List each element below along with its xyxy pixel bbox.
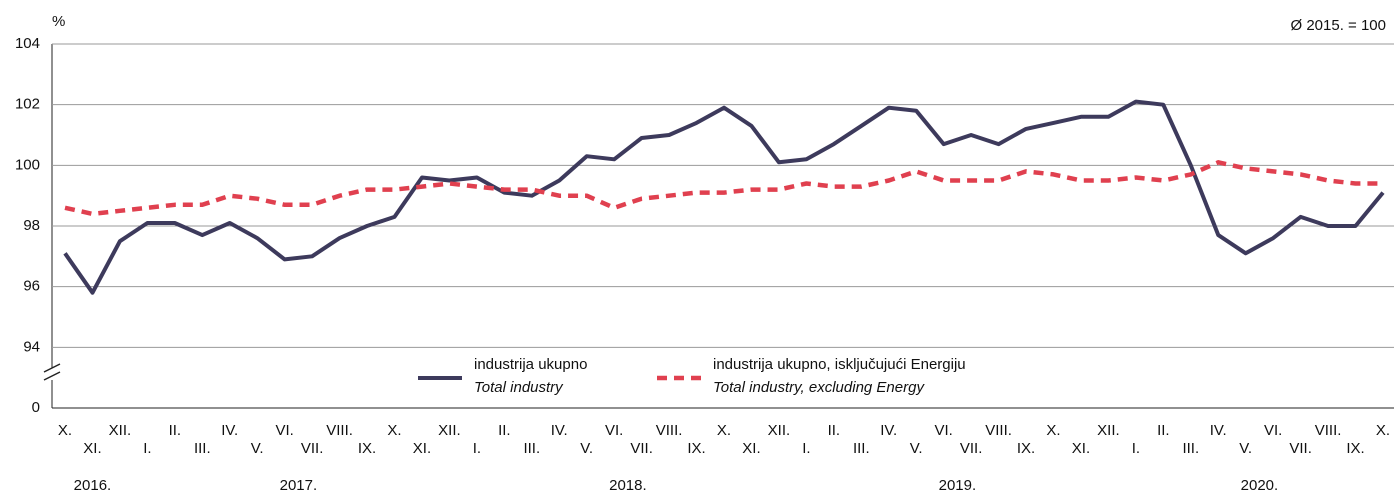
x-tick-label: VIII. [1315,422,1342,439]
series-line [63,99,1385,295]
year-label: 2016. [74,477,112,494]
x-tick-label: III. [194,440,211,457]
x-tick-label: IV. [1210,422,1227,439]
x-tick-label: XII. [109,422,132,439]
x-tick-label: II. [1157,422,1170,439]
year-label: 2019. [939,477,977,494]
y-tick-label: 0 [32,399,40,416]
x-tick-label: VIII. [656,422,683,439]
y-tick-label: 94 [23,338,40,355]
legend-label: industrija ukupno [474,356,587,373]
x-tick-label: I. [802,440,810,457]
x-tick-label: I. [473,440,481,457]
x-tick-label: XII. [1097,422,1120,439]
x-tick-label: IX. [1017,440,1035,457]
x-tick-label: III. [523,440,540,457]
unit-label: % [52,13,65,30]
legend-label-en: Total industry, excluding Energy [713,379,925,396]
x-tick-label: V. [251,440,264,457]
x-tick-label: IX. [358,440,376,457]
year-label: 2018. [609,477,647,494]
x-tick-label: VIII. [985,422,1012,439]
x-tick-label: XI. [413,440,431,457]
x-tick-label: XII. [768,422,791,439]
x-tick-label: II. [498,422,511,439]
note: Ø 2015. = 100 [1291,17,1387,34]
x-tick-label: VII. [1289,440,1312,457]
x-tick-label: X. [387,422,401,439]
x-tick-label: VIII. [326,422,353,439]
y-tick-label: 96 [23,278,40,295]
year-label: 2020. [1241,477,1279,494]
x-tick-label: IX. [1346,440,1364,457]
x-tick-label: X. [1376,422,1390,439]
x-tick-label: X. [1046,422,1060,439]
y-tick-label: 100 [15,156,40,173]
x-tick-label: X. [58,422,72,439]
x-tick-label: XI. [83,440,101,457]
y-tick-label: 102 [15,96,40,113]
x-tick-label: VII. [301,440,324,457]
x-tick-label: I. [143,440,151,457]
x-tick-label: XI. [1072,440,1090,457]
y-tick-label: 104 [15,35,40,52]
legend-label-en: Total industry [474,379,564,396]
x-tick-label: V. [1239,440,1252,457]
x-tick-label: V. [910,440,923,457]
x-tick-label: VII. [630,440,653,457]
series-line [64,160,1383,217]
x-tick-label: III. [1182,440,1199,457]
x-tick-label: II. [828,422,841,439]
x-tick-label: IX. [687,440,705,457]
x-tick-label: VI. [934,422,952,439]
x-tick-label: XII. [438,422,461,439]
x-tick-label: VII. [960,440,983,457]
x-tick-label: IV. [880,422,897,439]
x-tick-label: II. [169,422,182,439]
x-tick-label: III. [853,440,870,457]
x-tick-label: IV. [221,422,238,439]
year-label: 2017. [280,477,318,494]
y-tick-label: 98 [23,217,40,234]
x-tick-label: V. [580,440,593,457]
x-tick-label: VI. [605,422,623,439]
x-tick-label: XI. [742,440,760,457]
x-tick-label: I. [1132,440,1140,457]
x-tick-label: IV. [551,422,568,439]
axis-break [43,363,61,381]
legend-label: industrija ukupno, isključujući Energiju [713,356,966,373]
x-tick-label: X. [717,422,731,439]
x-tick-label: VI. [275,422,293,439]
x-tick-label: VI. [1264,422,1282,439]
